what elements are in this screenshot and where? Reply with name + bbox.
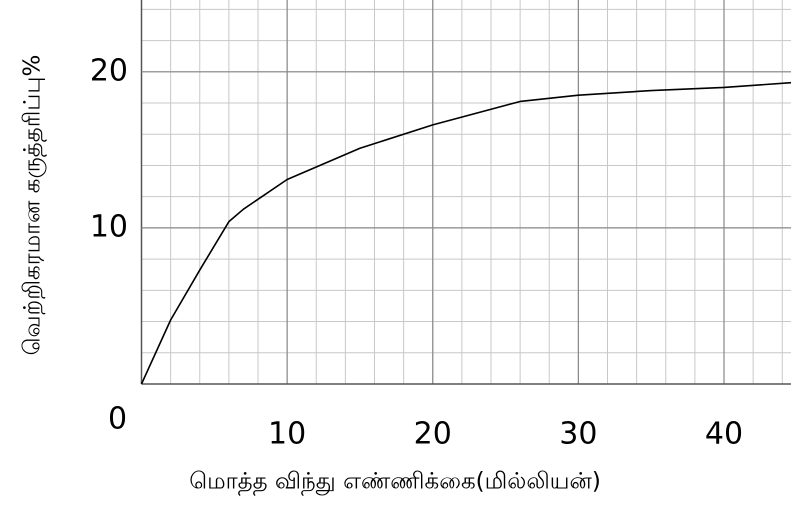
x-tick-label: 20 — [414, 417, 452, 452]
y-axis-title: வெற்றிகரமான கருத்தரிப்பு% — [20, 55, 47, 356]
y-tick-label: 10 — [90, 209, 128, 244]
x-tick-label: 40 — [705, 417, 743, 452]
line — [140, 81, 791, 385]
x-axis-title: மொத்த விந்து எண்ணிக்கை(மில்லியன்) — [189, 469, 601, 496]
x-tick-label: 10 — [268, 417, 306, 452]
x-tick-label: 0 — [108, 402, 127, 437]
y-tick-label: 20 — [90, 53, 128, 88]
x-tick-label: 30 — [559, 417, 597, 452]
